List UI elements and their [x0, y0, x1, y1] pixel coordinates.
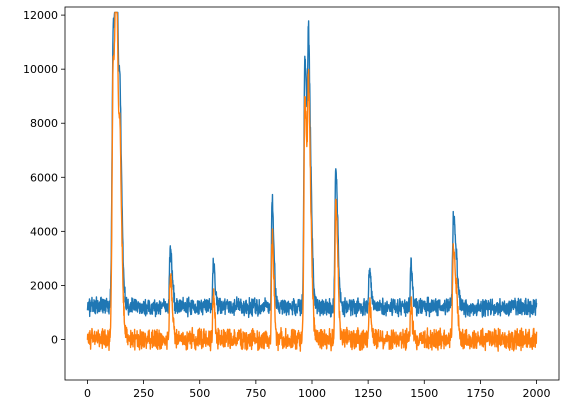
x-tick-label: 0 — [84, 387, 91, 400]
y-tick-label: 8000 — [30, 117, 58, 130]
y-tick-label: 0 — [51, 333, 58, 346]
y-tick-label: 2000 — [30, 279, 58, 292]
x-tick-label: 1250 — [354, 387, 382, 400]
x-tick-label: 2000 — [523, 387, 551, 400]
y-tick-label: 12000 — [23, 9, 58, 22]
y-axis: 0 2000 4000 6000 8000 10000 12000 — [23, 9, 65, 346]
x-tick-label: 500 — [189, 387, 210, 400]
x-tick-label: 250 — [133, 387, 154, 400]
y-tick-label: 6000 — [30, 171, 58, 184]
x-axis: 0 250 500 750 1000 1250 1500 1750 2000 — [84, 380, 551, 400]
x-tick-label: 1000 — [298, 387, 326, 400]
series-layer — [86, 11, 538, 352]
plot-area: 0 250 500 750 1000 1250 1500 1750 2000 0 2000 4000… — [23, 6, 560, 400]
y-tick-label: 4000 — [30, 225, 58, 238]
x-tick-label: 750 — [245, 387, 266, 400]
x-tick-label: 1500 — [410, 387, 438, 400]
y-tick-label: 10000 — [23, 63, 58, 76]
x-tick-label: 1750 — [466, 387, 494, 400]
series-line-2 — [86, 11, 538, 352]
